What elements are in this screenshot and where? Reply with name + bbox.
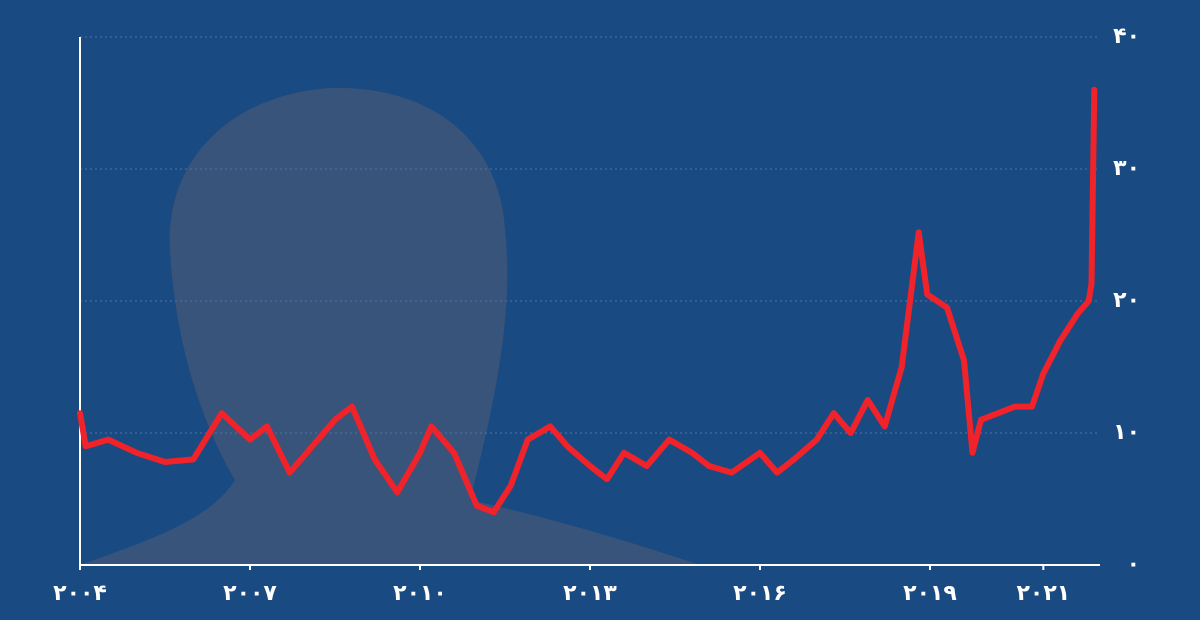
data-line (77, 86, 1098, 516)
x-tick-label: ۲۰۱۳ (563, 581, 617, 606)
x-tick-label: ۲۰۰۴ (53, 581, 107, 606)
y-tick-label: ۱۰ (1113, 420, 1140, 445)
x-tick-label: ۲۰۰۷ (223, 581, 277, 606)
x-tick-label: ۲۰۲۱ (1016, 581, 1070, 606)
y-tick-label: ۳۰ (1113, 156, 1140, 181)
x-tick-label: ۲۰۱۹ (903, 581, 957, 606)
y-tick-label: ۰ (1127, 552, 1140, 577)
x-tick-label: ۲۰۱۰ (393, 581, 447, 606)
x-tick-label: ۲۰۱۶ (733, 581, 787, 606)
portrait-silhouette (80, 87, 700, 566)
y-tick-label: ۴۰ (1113, 24, 1140, 49)
y-tick-label: ۲۰ (1113, 288, 1140, 313)
